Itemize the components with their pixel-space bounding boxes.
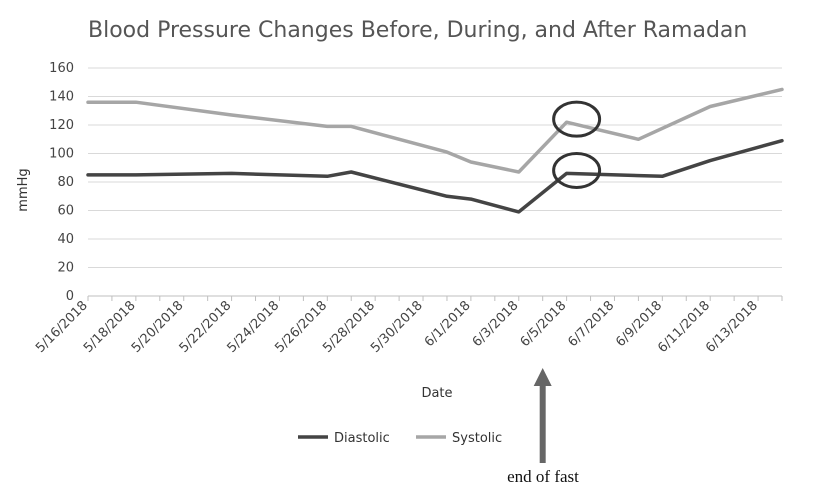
y-tick-label: 0 xyxy=(66,289,74,304)
y-tick-label: 140 xyxy=(49,90,74,105)
x-tick-label: 6/3/2018 xyxy=(470,298,522,350)
y-tick-label: 60 xyxy=(57,204,74,219)
y-tick-label: 120 xyxy=(49,118,74,133)
series-line-diastolic xyxy=(86,138,784,214)
gridlines xyxy=(88,67,782,268)
annotation-circles xyxy=(552,100,602,189)
y-tick-label: 40 xyxy=(57,232,74,247)
end-of-fast-annotation: end of fast xyxy=(507,467,579,486)
y-tick-label: 20 xyxy=(57,261,74,276)
x-tick-label: 6/7/2018 xyxy=(565,298,617,350)
y-axis-ticks: 0 20 40 60 80 100 120 140 160 xyxy=(49,61,74,304)
x-axis: 5/16/20185/18/20185/20/20185/22/20185/24… xyxy=(33,295,783,356)
x-tick-label: 5/30/2018 xyxy=(368,298,426,356)
annotation-circle-systolic xyxy=(552,100,602,138)
y-tick-label: 160 xyxy=(49,61,74,76)
x-tick-label: 6/5/2018 xyxy=(518,298,570,350)
x-axis-title: Date xyxy=(421,386,452,401)
y-axis-title: mmHg xyxy=(16,168,31,211)
annotation-circle-diastolic xyxy=(552,151,602,189)
series-line-systolic xyxy=(86,87,784,174)
series-lines xyxy=(86,87,784,214)
x-tick-label: 6/1/2018 xyxy=(422,298,474,350)
arrow-head xyxy=(533,368,552,386)
x-tick-label: 6/13/2018 xyxy=(703,298,761,356)
end-of-fast-arrow xyxy=(533,368,552,463)
y-tick-label: 100 xyxy=(49,147,74,162)
legend-label-systolic: Systolic xyxy=(452,431,502,446)
chart-title: Blood Pressure Changes Before, During, a… xyxy=(88,18,747,43)
legend-label-diastolic: Diastolic xyxy=(334,431,390,446)
y-tick-label: 80 xyxy=(57,175,74,190)
legend: Diastolic Systolic xyxy=(298,431,502,446)
